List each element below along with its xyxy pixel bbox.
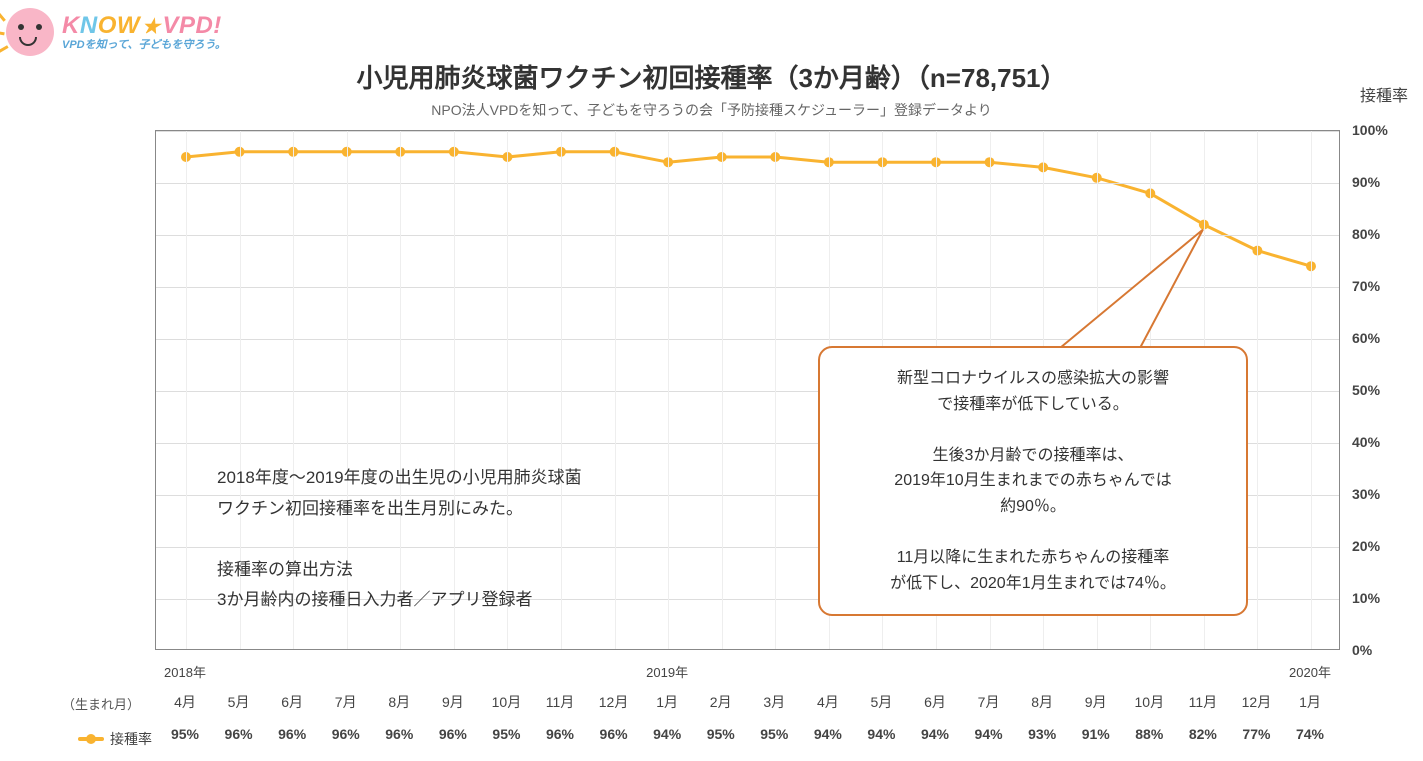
y-tick-label: 70%	[1352, 278, 1380, 294]
y-tick-label: 20%	[1352, 538, 1380, 554]
x-value-label: 74%	[1296, 726, 1324, 742]
callout-line: 2019年10月生まれまでの赤ちゃんでは	[840, 468, 1226, 494]
x-month-label: 6月	[281, 692, 303, 712]
x-month-label: 5月	[228, 692, 250, 712]
x-value-label: 95%	[760, 726, 788, 742]
y-tick-label: 30%	[1352, 486, 1380, 502]
x-value-label: 95%	[171, 726, 199, 742]
x-value-label: 88%	[1135, 726, 1163, 742]
callout-line: 11月以降に生まれた赤ちゃんの接種率	[840, 545, 1226, 571]
x-year-label: 2020年	[1289, 662, 1331, 681]
x-month-label: 2月	[710, 692, 732, 712]
x-value-label: 95%	[707, 726, 735, 742]
x-value-label: 96%	[225, 726, 253, 742]
x-month-label: 6月	[924, 692, 946, 712]
x-month-label: 12月	[1242, 692, 1272, 712]
x-month-label: 10月	[1134, 692, 1164, 712]
x-value-label: 96%	[600, 726, 628, 742]
callout-line: で接種率が低下している。	[840, 392, 1226, 418]
callout-line: 新型コロナウイルスの感染拡大の影響	[840, 366, 1226, 392]
x-value-label: 94%	[653, 726, 681, 742]
x-month-label: 8月	[388, 692, 410, 712]
callout-line	[840, 417, 1226, 443]
x-month-label: 9月	[1085, 692, 1107, 712]
x-value-label: 91%	[1082, 726, 1110, 742]
x-value-label: 93%	[1028, 726, 1056, 742]
x-value-label: 77%	[1242, 726, 1270, 742]
x-month-label: 10月	[492, 692, 522, 712]
x-value-label: 96%	[546, 726, 574, 742]
y-tick-label: 0%	[1352, 642, 1372, 658]
x-value-label: 96%	[332, 726, 360, 742]
y-tick-label: 60%	[1352, 330, 1380, 346]
x-value-label: 94%	[867, 726, 895, 742]
x-value-label: 94%	[975, 726, 1003, 742]
x-year-label: 2019年	[646, 662, 688, 681]
x-value-label: 94%	[921, 726, 949, 742]
x-month-label: 4月	[817, 692, 839, 712]
callout-line	[840, 520, 1226, 546]
x-value-label: 82%	[1189, 726, 1217, 742]
y-tick-label: 40%	[1352, 434, 1380, 450]
x-month-label: 12月	[599, 692, 629, 712]
x-month-label: 4月	[174, 692, 196, 712]
callout-line: が低下し、2020年1月生まれでは74％。	[840, 571, 1226, 597]
x-month-label: 1月	[1299, 692, 1321, 712]
x-month-label: 5月	[871, 692, 893, 712]
y-tick-label: 100%	[1352, 122, 1388, 138]
y-tick-label: 50%	[1352, 382, 1380, 398]
x-year-label: 2018年	[164, 662, 206, 681]
x-value-label: 96%	[439, 726, 467, 742]
x-month-label: 11月	[1189, 692, 1218, 712]
x-month-label: 9月	[442, 692, 464, 712]
y-tick-label: 90%	[1352, 174, 1380, 190]
x-month-label: 8月	[1031, 692, 1053, 712]
y-tick-label: 10%	[1352, 590, 1380, 606]
x-value-label: 96%	[278, 726, 306, 742]
x-month-label: 7月	[335, 692, 357, 712]
x-value-label: 96%	[385, 726, 413, 742]
x-value-label: 95%	[492, 726, 520, 742]
callout-line: 約90％。	[840, 494, 1226, 520]
x-value-label: 94%	[814, 726, 842, 742]
y-tick-label: 80%	[1352, 226, 1380, 242]
callout-bubble: 新型コロナウイルスの感染拡大の影響 で接種率が低下している。 生後3か月齢での接…	[818, 346, 1248, 616]
callout-line: 生後3か月齢での接種率は、	[840, 443, 1226, 469]
x-month-label: 11月	[546, 692, 575, 712]
x-month-label: 7月	[978, 692, 1000, 712]
x-month-label: 3月	[763, 692, 785, 712]
x-month-label: 1月	[656, 692, 678, 712]
